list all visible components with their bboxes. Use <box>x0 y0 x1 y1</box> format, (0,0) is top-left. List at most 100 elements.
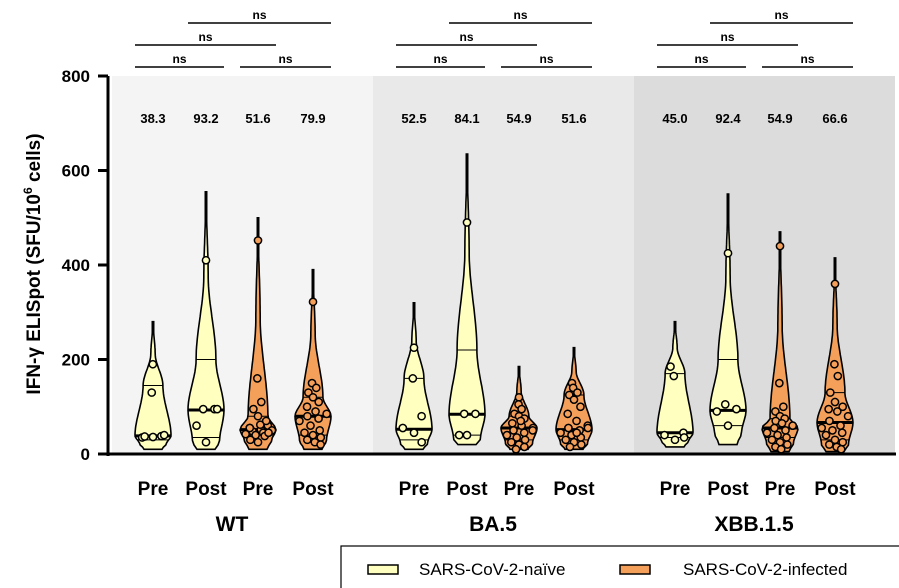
data-point <box>778 402 788 412</box>
median-label: 54.9 <box>767 111 792 126</box>
data-point <box>782 440 792 449</box>
data-point <box>712 407 722 416</box>
data-point <box>245 423 255 433</box>
sig-label: ns <box>513 8 527 22</box>
data-point <box>833 371 843 381</box>
data-point <box>511 444 521 454</box>
sig-label: ns <box>720 30 734 44</box>
median-label: 45.0 <box>662 111 687 126</box>
data-point <box>828 426 837 435</box>
data-point <box>147 388 157 397</box>
data-point <box>565 442 575 452</box>
legend-swatch-naive <box>367 564 399 575</box>
data-point <box>782 433 791 442</box>
y-tick-label: 0 <box>81 445 90 464</box>
data-point <box>253 411 263 421</box>
sig-label: ns <box>172 52 186 66</box>
data-point <box>256 397 266 407</box>
data-point <box>148 432 158 442</box>
data-point <box>198 404 208 414</box>
data-point <box>556 428 565 438</box>
data-point <box>140 432 149 441</box>
labels: 38.3 Pre 93.2 Post 51.6 Pre 79.9 Post WT 52.5 Pre 8… <box>138 111 857 536</box>
data-point <box>314 414 323 423</box>
data-point <box>670 435 680 445</box>
category-label: Pre <box>765 479 796 500</box>
sig-label: ns <box>459 30 473 44</box>
data-point <box>322 409 331 419</box>
data-point <box>471 409 480 419</box>
data-point <box>781 426 790 435</box>
median-label: 79.9 <box>300 111 325 126</box>
data-point <box>454 430 464 440</box>
data-point <box>308 297 318 307</box>
category-label: Post <box>446 479 488 500</box>
data-point <box>563 409 573 419</box>
data-point <box>679 433 689 442</box>
y-tick-label: 200 <box>62 351 90 370</box>
sig-label: ns <box>198 30 212 44</box>
data-point <box>825 416 834 426</box>
violins <box>134 153 854 454</box>
category-label: Pre <box>504 479 535 500</box>
data-point <box>830 397 840 407</box>
data-point <box>311 407 320 416</box>
data-point <box>830 359 839 369</box>
data-point <box>409 343 419 353</box>
median-label: 92.4 <box>715 111 741 126</box>
data-point <box>245 435 255 445</box>
data-point <box>576 402 585 412</box>
data-point <box>409 428 419 438</box>
y-tick-label: 400 <box>62 256 90 275</box>
data-point <box>314 397 324 407</box>
data-point <box>824 440 834 449</box>
data-point <box>669 371 679 381</box>
sig-label: ns <box>539 52 553 66</box>
data-point <box>253 437 263 447</box>
data-point <box>843 411 853 421</box>
data-point <box>572 416 581 426</box>
median-label: 51.6 <box>245 111 270 126</box>
data-point <box>832 407 842 416</box>
data-point <box>770 423 779 433</box>
category-label: Pre <box>399 479 430 500</box>
data-point <box>569 395 579 405</box>
data-point <box>788 421 798 430</box>
data-point <box>253 236 263 245</box>
violin-XBB.1.5-0 <box>656 320 694 448</box>
data-point <box>836 444 846 454</box>
data-point <box>732 404 741 414</box>
data-point <box>306 421 315 430</box>
data-point <box>159 430 169 440</box>
data-point <box>316 440 325 449</box>
legend-swatch-infected <box>619 564 651 575</box>
data-point <box>264 428 273 438</box>
data-point <box>302 435 312 445</box>
data-point <box>506 437 516 447</box>
data-point <box>502 430 512 440</box>
data-point <box>720 400 730 409</box>
category-label: Pre <box>660 479 691 500</box>
median-label: 66.6 <box>822 111 847 126</box>
data-point <box>573 388 582 397</box>
data-point <box>583 423 593 433</box>
group-label-XBB.1.5: XBB.1.5 <box>714 513 794 536</box>
median-label: 38.3 <box>140 111 165 126</box>
data-point <box>300 428 309 438</box>
data-point <box>509 426 518 435</box>
y-tick-label: 800 <box>62 67 90 86</box>
data-point <box>528 426 538 435</box>
data-point <box>212 404 222 414</box>
data-point <box>303 411 312 421</box>
data-point <box>576 440 586 449</box>
violin-WT-2 <box>239 217 277 451</box>
data-point <box>666 362 675 371</box>
category-label: Post <box>814 479 856 500</box>
category-label: Post <box>553 479 595 500</box>
data-point <box>519 428 529 438</box>
data-point <box>295 416 304 426</box>
data-point <box>776 444 786 454</box>
data-point <box>462 430 472 440</box>
group-backgrounds <box>112 76 895 454</box>
